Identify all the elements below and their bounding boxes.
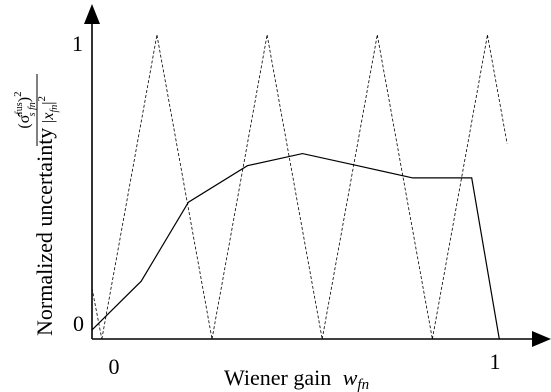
fraction-denominator: |xfn|2 <box>36 96 60 124</box>
uncertainty-curve <box>91 152 500 340</box>
triangle-line-1 <box>101 34 158 340</box>
x-tick-label-0: 0 <box>109 354 120 379</box>
x-axis-label-text: Wiener gain <box>224 365 331 390</box>
triangle-line-7 <box>431 34 488 340</box>
y-tick-label-1: 1 <box>72 31 83 56</box>
triangle-line-2 <box>156 34 213 340</box>
x-axis-label: Wiener gain wfn <box>224 365 369 392</box>
triangle-line-6 <box>376 34 433 340</box>
triangle-line-4 <box>266 34 323 340</box>
y-axis-label-text: Normalized uncertainty <box>32 128 57 336</box>
fraction-numerator: (σ̂fus s fn)2 <box>12 91 38 128</box>
y-axis-label: Normalized uncertainty <box>32 128 57 336</box>
y-axis-arrow-icon <box>84 4 100 24</box>
triangle-line-5 <box>321 34 378 340</box>
x-axis-label-var: w <box>343 365 358 390</box>
y-axis-fraction: (σ̂fus s fn)2 |xfn|2 <box>12 74 60 146</box>
triangle-lines <box>91 34 508 340</box>
triangle-line-3 <box>211 34 268 340</box>
triangle-line-0 <box>91 288 103 340</box>
y-tick-label-0: 0 <box>73 311 84 336</box>
x-tick-label-1: 1 <box>490 349 501 374</box>
x-axis-arrow-icon <box>532 331 551 347</box>
triangle-line-8 <box>487 34 508 144</box>
x-axis-label-var-sub: fn <box>357 377 369 392</box>
